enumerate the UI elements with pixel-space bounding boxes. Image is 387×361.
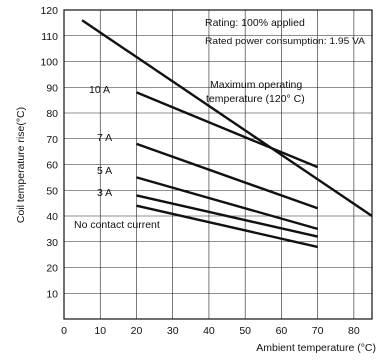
series-label-7a: 7 A [97, 132, 112, 144]
x-tick-label: 30 [167, 325, 179, 337]
series-line-3 [136, 194, 318, 238]
series-label-3a: 3 A [97, 187, 112, 199]
y-tick-label: 120 [40, 5, 58, 17]
series-line-0 [136, 91, 319, 169]
y-tick-label: 70 [46, 134, 58, 146]
x-tick-label: 60 [276, 325, 288, 337]
series-label-no-contact: No contact current [74, 219, 160, 231]
y-tick-label: 30 [46, 237, 58, 249]
series-label-5a: 5 A [97, 165, 112, 177]
max-temp-label-line1: Maximum operating [210, 79, 302, 91]
series-line-1 [136, 142, 319, 210]
power-annotation: Rated power consumption: 1.95 VA [205, 36, 366, 47]
series-line-4 [136, 204, 318, 249]
y-tick-label: 80 [46, 108, 58, 120]
series-label-10a: 10 A [89, 84, 110, 96]
series-line-5 [81, 19, 373, 217]
plot-frame [63, 9, 373, 320]
y-tick-label: 60 [46, 160, 58, 172]
y-tick-label: 90 [46, 82, 58, 94]
series-line-2 [136, 176, 318, 231]
x-tick-label: 10 [94, 325, 106, 337]
y-tick-label: 50 [46, 185, 58, 197]
y-tick-label: 110 [41, 31, 58, 43]
rating-annotation: Rating: 100% applied [205, 17, 305, 29]
x-tick-label: 80 [348, 325, 360, 337]
x-tick-label: 50 [239, 325, 251, 337]
x-tick-label: 0 [61, 325, 67, 337]
max-temp-label-line2: temperature (120° C) [206, 93, 305, 105]
series [81, 19, 373, 249]
y-tick-label: 10 [46, 288, 58, 300]
y-tick-label: 40 [46, 211, 58, 223]
y-axis-title: Coil temperature rise(°C) [15, 107, 27, 223]
y-tick-label: 20 [46, 263, 58, 275]
x-axis-title: Ambient temperature (°C) [256, 342, 376, 354]
x-tick-label: 20 [131, 325, 143, 337]
y-tick-label: 100 [40, 57, 58, 69]
ticks: 10 20 30 40 50 60 70 80 90 100 110 120 0 10 20 30 40 50 60… [40, 5, 359, 337]
x-tick-label: 40 [203, 325, 215, 337]
x-tick-label: 70 [312, 325, 324, 337]
